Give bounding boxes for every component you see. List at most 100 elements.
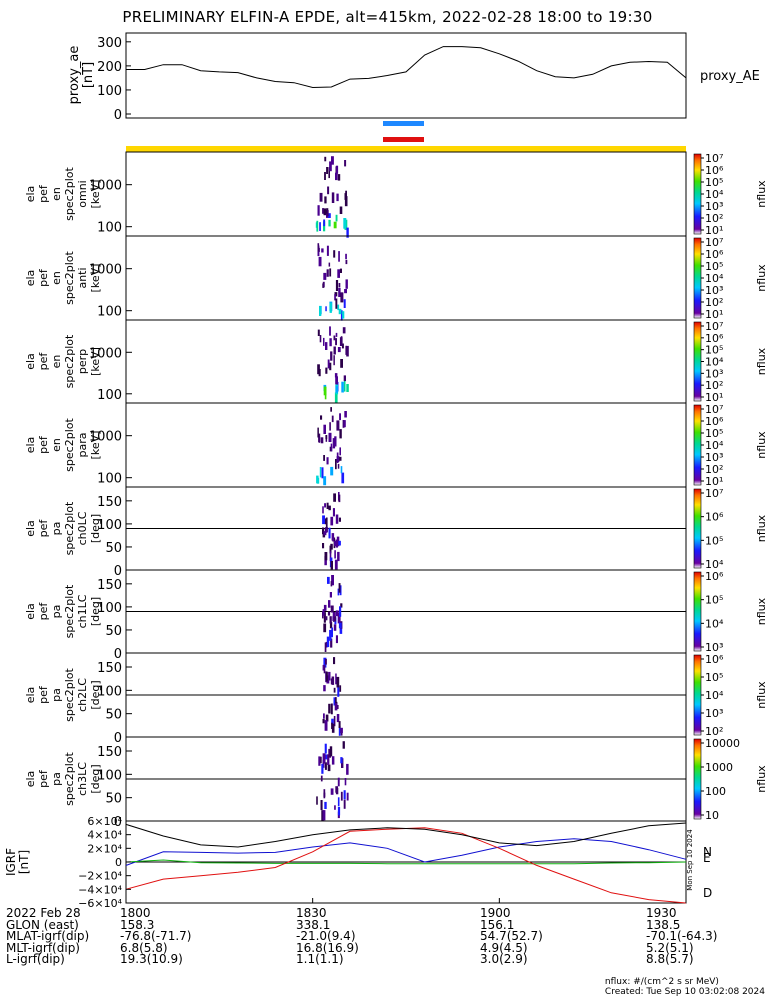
spectrogram-cell	[330, 638, 333, 648]
spectrogram-cell	[341, 381, 344, 393]
spectrogram-cell	[338, 308, 342, 315]
igrf-legend-n: N	[703, 845, 712, 859]
spectrogram-cell	[333, 355, 335, 366]
spectrogram-cell	[323, 476, 327, 486]
spectrogram-cell	[324, 743, 327, 754]
spectrogram-cell	[338, 283, 341, 288]
spectrogram-cell	[323, 657, 327, 668]
spectrogram-cell	[320, 775, 323, 782]
spectrogram-ylabel: anti	[76, 267, 89, 288]
spectrogram-cell	[316, 796, 318, 805]
spectrogram-cell	[335, 332, 338, 337]
spectrogram-cell	[320, 800, 323, 811]
spectrogram-cell	[335, 673, 337, 685]
spectrogram-cell	[328, 703, 331, 714]
spectrogram-cell	[322, 281, 325, 288]
colorbar-tick-label: 10⁶	[705, 164, 724, 177]
colorbar-tick-label: 10¹	[705, 224, 723, 237]
spectrogram-cell	[327, 754, 330, 765]
spectrogram-cell	[329, 362, 332, 371]
footer-value: -21.0(9.4)	[296, 929, 356, 943]
spectrogram-cell	[335, 697, 337, 707]
spectrogram-cell	[324, 172, 326, 180]
spectrogram-ylabel: en	[50, 438, 63, 452]
igrf-legend-d: D	[703, 886, 712, 900]
spectrogram-ylabel: spec2plot	[63, 668, 76, 722]
spectrogram-cell	[346, 227, 349, 238]
credits: nflux: #/(cm^2 s sr MeV) Created: Tue Se…	[605, 977, 765, 997]
colorbar-label: nflux	[755, 681, 768, 709]
spectrogram-cell	[346, 345, 349, 357]
spectrogram-cell	[331, 723, 335, 733]
spectrogram-ylabel: [keV]	[89, 180, 102, 209]
spectrogram-cell	[340, 292, 344, 302]
spectrogram-ytick-label: 0	[114, 564, 122, 579]
spectrogram-cell	[345, 253, 347, 260]
footer-value: 54.7(52.7)	[480, 929, 543, 943]
spectrogram-cell	[323, 386, 327, 396]
spectrogram-cell	[342, 327, 346, 334]
spectrogram-cell	[339, 624, 343, 634]
spectrogram-cell	[333, 335, 336, 341]
spectrogram-ytick-label: 150	[97, 745, 122, 760]
spectrogram-cell	[325, 671, 328, 682]
spectrogram-ytick-label: 0	[114, 815, 122, 830]
colorbar	[693, 237, 702, 319]
spectrogram-cell	[329, 622, 333, 629]
spectrogram-cell	[344, 289, 347, 294]
spectrogram-cell	[333, 624, 337, 631]
spectrogram-cell	[339, 447, 341, 456]
spectrogram-cell	[337, 174, 341, 181]
spectrogram-ylabel: ela	[24, 437, 37, 454]
spectrogram-ylabel: omni	[76, 180, 89, 207]
proxy-ae-frame	[125, 32, 687, 119]
spectrogram-cell	[320, 437, 324, 444]
spectrogram-cell	[330, 351, 333, 361]
spectrogram-cell	[325, 517, 328, 528]
colorbar-tick-label: 10	[705, 809, 719, 822]
spectrogram-cell	[331, 192, 335, 203]
colorbar-tick-label: 10⁷	[705, 152, 723, 165]
spectrogram-ylabel: pef	[37, 352, 50, 371]
spectrogram-cell	[327, 576, 330, 584]
spectrogram-frame	[125, 151, 687, 237]
spectrogram-cell	[317, 243, 320, 252]
spectrogram-cells	[317, 243, 348, 321]
spectrogram-cell	[328, 671, 331, 681]
spectrogram-cell	[321, 810, 324, 821]
spectrogram-cell	[332, 508, 335, 517]
spectrogram-cell	[327, 359, 330, 369]
footer-value: 158.3	[120, 917, 155, 932]
spectrogram-cell	[318, 256, 322, 267]
spectrogram-cell	[331, 718, 334, 725]
spectrogram-cell	[335, 165, 339, 174]
colorbar-tick-label: 10¹	[705, 308, 723, 321]
spectrogram-cell	[328, 213, 331, 218]
colorbar-label: nflux	[755, 514, 768, 542]
igrf-ytick-label: 6×10⁴	[87, 815, 122, 828]
spectrogram-cell	[318, 756, 321, 766]
footer-value: 1800	[120, 906, 151, 920]
spectrogram-cell	[331, 575, 334, 586]
spectrogram-cell	[321, 467, 324, 479]
spectrogram-ylabel: pef	[37, 184, 50, 203]
spectrogram-ytick-label: 1000	[89, 179, 122, 194]
colorbar-tick-label: 10⁵	[705, 344, 723, 357]
spectrogram-cell	[334, 805, 336, 810]
spectrogram-cell	[336, 714, 340, 723]
spectrogram-cell	[344, 160, 347, 167]
spectrogram-cell	[326, 457, 329, 465]
colorbar-tick-label: 10²	[705, 725, 723, 738]
spectrogram-cell	[340, 310, 343, 321]
spectrogram-cell	[323, 455, 325, 461]
spectrogram-cell	[329, 326, 331, 336]
spectrogram-cell	[335, 514, 339, 524]
spectrogram-ytick-label: 0	[114, 731, 122, 746]
spectrogram-ylabel: spec2plot	[63, 501, 76, 555]
spectrogram-cell	[322, 718, 325, 724]
spectrogram-cell	[337, 612, 341, 624]
spectrogram-cell	[343, 420, 346, 428]
colorbar-tick-label: 10⁷	[705, 487, 723, 500]
igrf-legend-e: E	[703, 851, 711, 865]
spectrogram-cell	[337, 588, 340, 596]
